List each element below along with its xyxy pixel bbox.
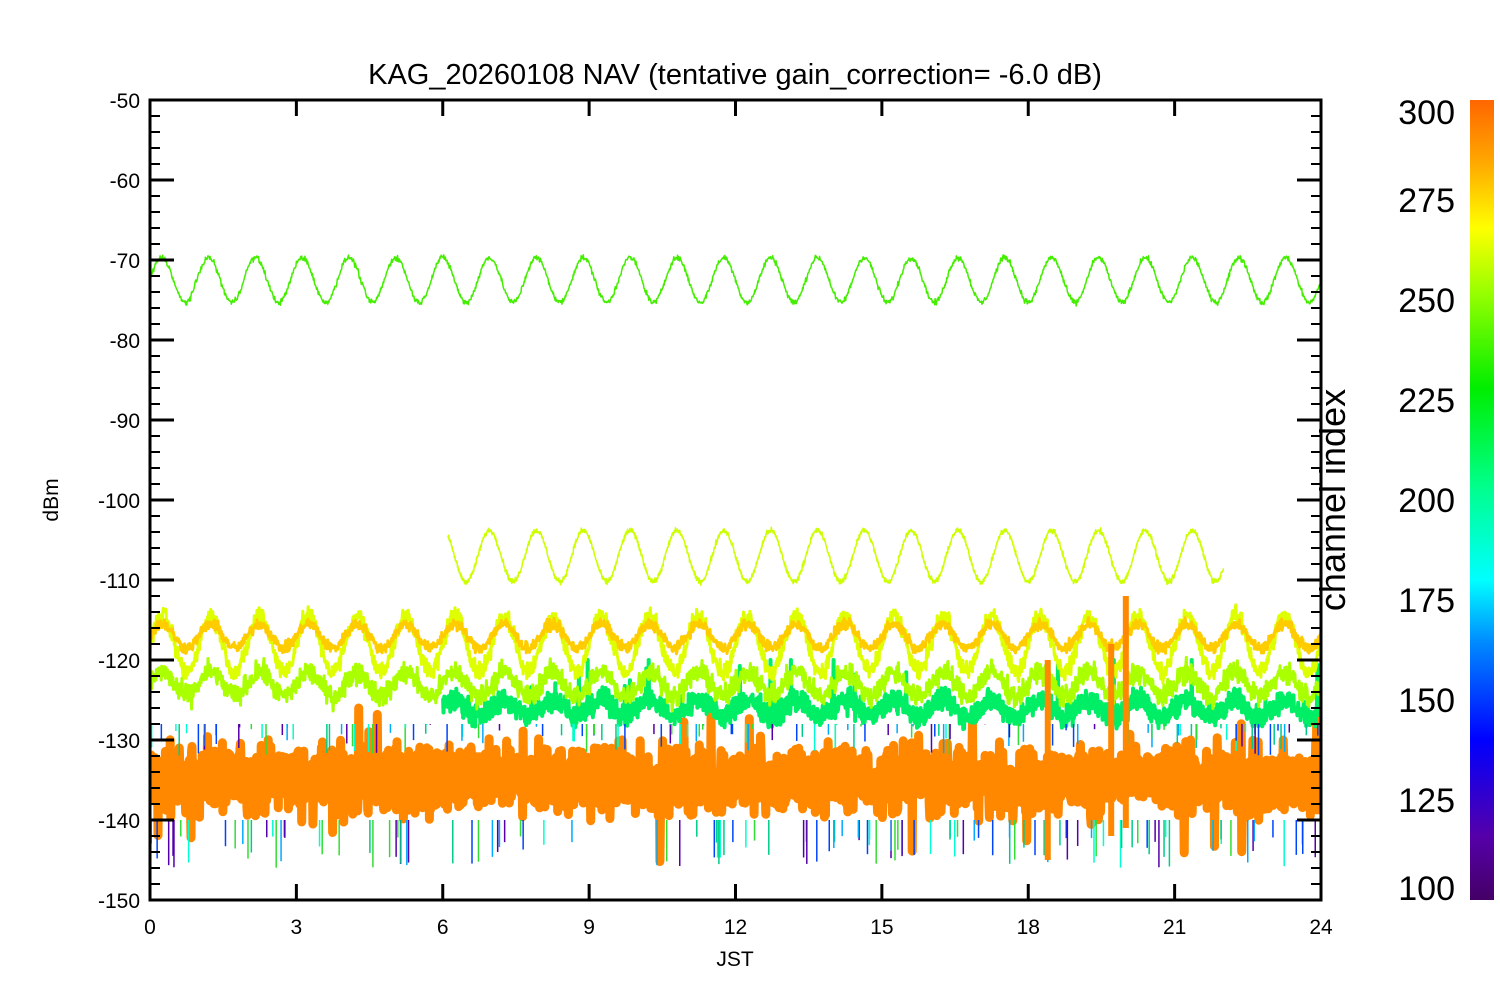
- y-tick-label: -150: [98, 890, 140, 913]
- plot-data: [150, 254, 1321, 868]
- colorbar-tick-label: 100: [1398, 870, 1455, 908]
- x-tick-label: 6: [437, 916, 449, 939]
- colorbar-title: channel index: [1312, 389, 1353, 611]
- y-tick-label: -60: [110, 170, 140, 193]
- colorbar-tick-label: 275: [1398, 182, 1455, 220]
- y-tick-label: -120: [98, 650, 140, 673]
- x-tick-label: 24: [1309, 916, 1333, 939]
- colorbar-gradient: [1470, 100, 1494, 900]
- y-tick-label: -110: [100, 570, 140, 593]
- series-line: [150, 703, 1321, 866]
- x-tick-label: 3: [291, 916, 303, 939]
- y-tick-label: -100: [98, 490, 140, 513]
- y-tick-label: -130: [98, 730, 140, 753]
- colorbar: 300 275 250 225 200 175 150 125 100 channel inde…: [1312, 94, 1494, 908]
- x-tick-label: 15: [870, 916, 893, 939]
- colorbar-tick-label: 125: [1398, 782, 1455, 820]
- colorbar-tick-label: 225: [1398, 382, 1455, 420]
- y-axis: -50 -60 -70 -80 -90 -100 -110 -120 -130 -140 -150: [98, 90, 1321, 913]
- y-tick-label: -50: [110, 90, 140, 113]
- x-tick-label: 21: [1163, 916, 1186, 939]
- x-axis: 0 3 6 9 12 15 18 21 24: [144, 100, 1333, 939]
- x-tick-label: 12: [724, 916, 747, 939]
- colorbar-tick-label: 250: [1398, 282, 1455, 320]
- colorbar-tick-label: 300: [1398, 94, 1455, 132]
- colorbar-tick-label: 200: [1398, 482, 1455, 520]
- y-tick-label: -90: [110, 410, 140, 433]
- series-line: [441, 658, 1321, 732]
- x-tick-label: 18: [1017, 916, 1040, 939]
- colorbar-tick-label: 175: [1398, 582, 1455, 620]
- colorbar-ticks: 300 275 250 225 200 175 150 125 100: [1398, 94, 1455, 908]
- y-tick-label: -80: [110, 330, 140, 353]
- series-line: [447, 526, 1225, 587]
- chart-title: KAG_20260108 NAV (tentative gain_correct…: [368, 59, 1102, 91]
- series-line: [150, 254, 1321, 307]
- x-tick-label: 0: [144, 916, 156, 939]
- x-axis-title: JST: [716, 948, 754, 971]
- y-tick-label: -140: [98, 810, 140, 833]
- y-axis-title: dBm: [40, 478, 63, 521]
- colorbar-tick-label: 150: [1398, 682, 1455, 720]
- y-tick-label: -70: [110, 250, 140, 273]
- x-tick-label: 9: [583, 916, 595, 939]
